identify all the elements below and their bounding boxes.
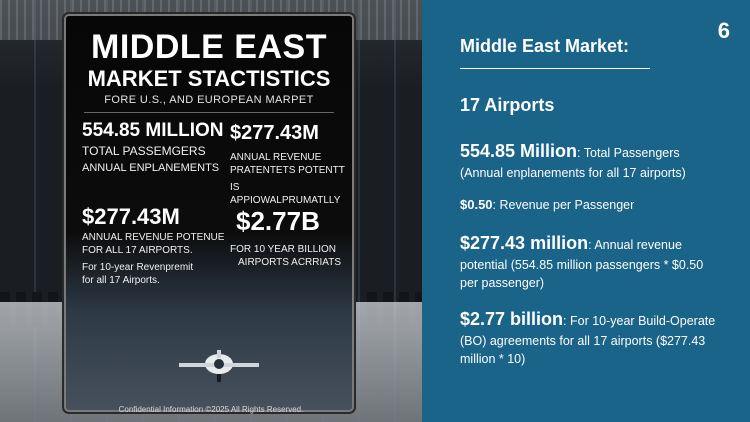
poster-subtitle: FORE U.S., AND EUROPEAN MARPET — [104, 94, 314, 106]
poster-block3-line2: FOR ALL 17 AIRPORTS. — [82, 245, 193, 256]
poster-block1-value: 554.85 MILLION — [82, 120, 224, 141]
poster-title-line1: MIDDLE EAST — [91, 28, 327, 66]
stat-total-passengers: 554.85 Million: Total Passengers (Annual… — [460, 138, 722, 182]
stat-revenue-per-passenger: $0.50: Revenue per Passenger — [460, 196, 722, 215]
poster-block4-value: $2.77B — [236, 206, 320, 236]
title-underline — [460, 68, 650, 69]
poster-title-line2: MARKET STACTISTICS — [87, 66, 331, 91]
airplane-icon — [179, 350, 259, 382]
poster-block4-line1: FOR 10 YEAR BILLION — [230, 244, 336, 255]
stat-value: $277.43 million — [460, 233, 589, 253]
poster-divider — [84, 112, 334, 113]
poster-block2-line2: PRATENTETS POTENTT — [230, 165, 345, 176]
stat-value: $0.50 — [460, 197, 493, 212]
confidential-footer: Confidential Information ©2025 All Right… — [118, 405, 304, 414]
stat-description: : Total Passengers (Annual enplanements … — [460, 146, 686, 181]
text-panel: 6 Middle East Market: 17 Airports 554.85… — [422, 0, 750, 422]
poster-block1-line1: TOTAL PASSEMGERS — [82, 144, 206, 158]
airports-count: 17 Airports — [460, 95, 555, 115]
poster-block3-line4: for all 17 Airports. — [82, 275, 160, 286]
slide-title: Middle East Market: — [460, 36, 630, 56]
poster-block1-line2: ANNUAL ENPLANEMENTS — [82, 162, 220, 174]
poster-block3-line1: ANNUAL REVENUE POTENUE — [82, 232, 225, 243]
stat-value: $2.77 billion — [460, 309, 564, 329]
stat-description: : For 10-year Build-Operate (BO) agreeme… — [460, 314, 716, 367]
stat-value: 554.85 Million — [460, 141, 578, 161]
stat-description: : Revenue per Passenger — [492, 198, 635, 212]
poster-block3-value: $277.43M — [82, 204, 180, 229]
page-number: 6 — [717, 18, 730, 43]
poster-block2-line3: IS APPIOWALPRUMATLLY — [230, 182, 341, 206]
stat-annual-revenue: $277.43 million: Annual revenue potentia… — [460, 230, 722, 292]
poster-block2-value: $277.43M — [230, 122, 319, 144]
stat-ten-year-agreements: $2.77 billion: For 10-year Build-Operate… — [460, 306, 722, 368]
poster-block3-line3: For 10-year Revenpremit — [82, 262, 194, 273]
poster-block4-line2: AIRPORTS ACRRIATS — [238, 257, 341, 268]
statistics-poster: MIDDLE EAST MARKET STACTISTICS FORE U.S.… — [66, 16, 352, 410]
airport-poster-image: MIDDLE EAST MARKET STACTISTICS FORE U.S.… — [0, 0, 422, 422]
poster-block2-line1: ANNUAL REVENUE — [230, 152, 322, 163]
stat-description: : Annual revenue potential (554.85 milli… — [460, 238, 704, 291]
